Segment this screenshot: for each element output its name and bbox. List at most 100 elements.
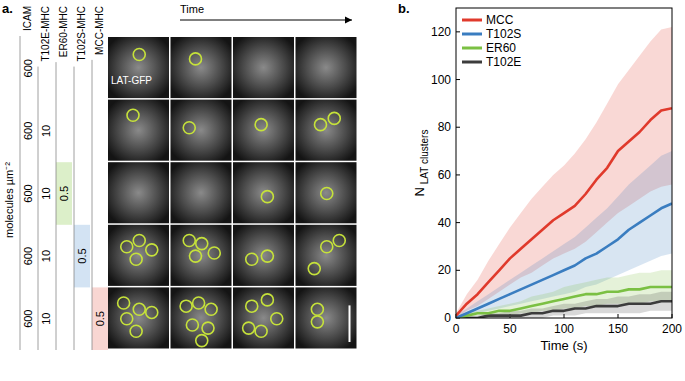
y-tick [456, 127, 460, 128]
microscopy-image [296, 100, 357, 161]
microscopy-image [108, 37, 169, 98]
column-header: MCC-MHC [94, 6, 105, 55]
legend-swatch [462, 61, 482, 64]
cluster-circle [271, 313, 283, 325]
legend-swatch [462, 19, 482, 22]
cluster-circle [246, 300, 258, 312]
plot-frame [456, 8, 672, 318]
unit-label: molecules µm⁻² [3, 162, 15, 238]
column-header: T102E-MHC [40, 6, 51, 62]
highlight [56, 162, 72, 225]
panel-label: b. [398, 1, 410, 16]
cluster-circle [130, 253, 142, 265]
y-tick-label: 0 [444, 311, 451, 325]
microscopy-image [296, 287, 357, 348]
cluster-circle [146, 306, 158, 318]
plot-area [456, 27, 672, 318]
cluster-circle [321, 188, 333, 200]
legend-swatch [462, 33, 482, 36]
row-value: 0.5 [76, 248, 88, 263]
cluster-circle [193, 297, 205, 309]
column-line [56, 62, 57, 350]
x-tick-label: 0 [453, 322, 460, 336]
row-value: 10 [40, 313, 52, 325]
cluster-circle [196, 238, 208, 250]
cluster-circle [328, 112, 340, 124]
microscopy-image [171, 225, 232, 286]
cluster-circle [308, 263, 320, 275]
microscopy-image [108, 287, 169, 348]
microscopy-image [108, 225, 169, 286]
cluster-circle [121, 313, 133, 325]
column-header: T102S-MHC [76, 6, 87, 62]
microscopy-image [171, 162, 232, 223]
panel-label: a. [2, 1, 13, 16]
y-tick [456, 222, 460, 223]
microscopy-image [108, 100, 169, 161]
y-tick-label: 80 [438, 120, 452, 134]
microscopy-image [171, 100, 232, 161]
cluster-circle [190, 53, 202, 65]
scale-bar [349, 305, 351, 342]
microscopy-image [171, 37, 232, 98]
row-value: 600 [22, 247, 34, 265]
cluster-circle [255, 325, 267, 337]
microscopy-image [296, 37, 357, 98]
cluster-circle [243, 322, 255, 334]
microscopy-image [233, 100, 294, 161]
error-band [456, 27, 672, 318]
cluster-circle [311, 303, 323, 315]
cluster-circle [333, 234, 345, 246]
figure: a. b. molecules µm⁻² ICAM T102E-MHC ER60-MHC T… [0, 0, 685, 381]
arrow-head [345, 17, 352, 24]
microscopy-image [233, 287, 294, 348]
y-tick [456, 174, 460, 175]
highlight [74, 225, 90, 288]
x-tick-label: 100 [554, 322, 574, 336]
error-band [456, 270, 672, 318]
cluster-circle [261, 191, 273, 203]
x-tick [618, 314, 619, 318]
microscopy-image [171, 287, 232, 348]
cluster-circle [183, 122, 195, 134]
cluster-circle [133, 303, 145, 315]
y-label-main: N [412, 187, 427, 196]
column-header: ER60-MHC [58, 6, 69, 57]
cluster-circle [205, 303, 217, 315]
row-value: 600 [22, 59, 34, 77]
cluster-circle [180, 300, 192, 312]
column-header: ICAM [22, 6, 33, 31]
cluster-circle [133, 234, 145, 246]
legend-label: T102E [486, 55, 521, 69]
column-line [20, 36, 21, 350]
row-value: 10 [40, 125, 52, 137]
cluster-circle [190, 250, 202, 262]
y-tick-label: 40 [438, 216, 452, 230]
column-line [74, 67, 75, 350]
microscopy-image [233, 162, 294, 223]
x-tick-label: 150 [608, 322, 628, 336]
y-tick [456, 31, 460, 32]
y-tick-label: 60 [438, 168, 452, 182]
y-tick-label: 20 [438, 263, 452, 277]
legend-label: MCC [486, 13, 514, 27]
series-line [456, 204, 672, 318]
cluster-circle [130, 325, 142, 337]
y-tick [456, 79, 460, 80]
series-line [456, 108, 672, 315]
cluster-circle [208, 247, 220, 259]
microscopy-image [296, 225, 357, 286]
cluster-circle [118, 297, 130, 309]
cluster-circle [183, 234, 195, 246]
row-value: 10 [40, 250, 52, 262]
column-line [38, 67, 39, 350]
cluster-circle [321, 241, 333, 253]
legend-label: T102S [486, 27, 521, 41]
cluster-circle [196, 335, 208, 347]
y-tick [456, 270, 460, 271]
x-axis-label: Time (s) [540, 338, 587, 353]
cluster-circle [246, 253, 258, 265]
row-value: 0.5 [58, 186, 70, 201]
cluster-circle [202, 322, 214, 334]
microscopy-image [233, 225, 294, 286]
